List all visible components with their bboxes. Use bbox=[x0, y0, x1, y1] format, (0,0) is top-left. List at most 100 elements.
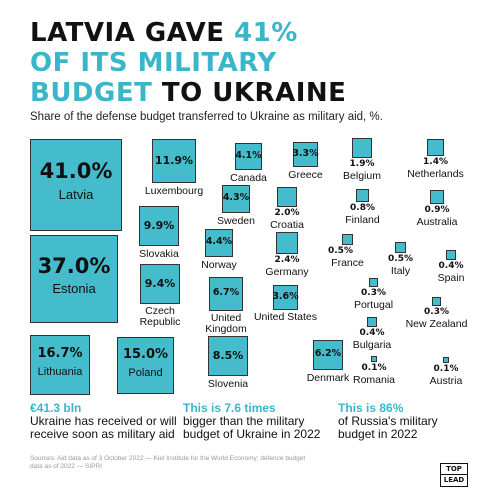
square-latvia bbox=[30, 139, 122, 231]
country-label-germany: Germany bbox=[265, 266, 309, 278]
country-label-romania: Romania bbox=[352, 374, 396, 386]
logo-line-2: LEAD bbox=[441, 474, 467, 485]
country-label-new-zealand: New Zealand bbox=[405, 318, 468, 330]
fact-total-aid-text: Ukraine has received or will receive soo… bbox=[30, 414, 177, 441]
country-label-slovakia: Slovakia bbox=[139, 248, 179, 260]
value-label-slovakia: 9.9% bbox=[143, 218, 175, 232]
square-slovenia bbox=[208, 336, 248, 376]
value-label-belgium: 1.9% bbox=[349, 159, 375, 169]
value-label-czech-republic: 9.4% bbox=[144, 276, 176, 290]
square-france bbox=[342, 234, 353, 245]
fact-russia-budget-highlight: This is 86% bbox=[338, 401, 404, 415]
value-label-australia: 0.9% bbox=[424, 205, 450, 215]
title-line-1: LATVIA GAVE 41% bbox=[30, 18, 346, 48]
country-label-portugal: Portugal bbox=[353, 299, 394, 311]
value-label-spain: 0.4% bbox=[438, 261, 464, 271]
value-label-latvia: 41.0% bbox=[39, 159, 113, 184]
logo-line-1: TOP bbox=[446, 465, 462, 473]
country-label-slovenia: Slovenia bbox=[207, 378, 249, 390]
value-label-austria: 0.1% bbox=[433, 364, 459, 374]
country-label-australia: Australia bbox=[416, 216, 458, 228]
value-label-denmark: 6.2% bbox=[314, 348, 342, 360]
square-poland bbox=[117, 337, 174, 394]
title-accent-budget: BUDGET bbox=[30, 78, 153, 108]
value-label-poland: 15.0% bbox=[122, 347, 169, 363]
value-label-bulgaria: 0.4% bbox=[359, 328, 385, 338]
value-label-united-kingdom: 6.7% bbox=[212, 287, 240, 299]
fact-total-aid-highlight: €41.3 bln bbox=[30, 401, 82, 415]
square-czech-republic bbox=[140, 264, 180, 304]
value-label-greece: 3.3% bbox=[292, 147, 319, 159]
square-italy bbox=[395, 242, 406, 253]
fact-russia-budget-text: of Russia's military budget in 2022 bbox=[338, 414, 438, 441]
square-belgium bbox=[352, 138, 372, 158]
country-label-canada: Canada bbox=[230, 172, 267, 184]
square-united-kingdom bbox=[209, 277, 243, 311]
country-label-czech-republic: Czech Republic bbox=[139, 305, 181, 328]
country-label-norway: Norway bbox=[201, 259, 237, 271]
square-sweden bbox=[222, 185, 250, 213]
square-luxembourg bbox=[152, 139, 196, 183]
fact-total-aid: €41.3 bln Ukraine has received or will r… bbox=[30, 402, 180, 441]
square-denmark bbox=[313, 340, 343, 370]
value-label-canada: 4.1% bbox=[235, 149, 262, 161]
value-label-romania: 0.1% bbox=[361, 363, 387, 373]
country-label-denmark: Denmark bbox=[306, 372, 350, 384]
fact-ukraine-budget-highlight: This is 7.6 times bbox=[183, 401, 276, 415]
fact-ukraine-budget: This is 7.6 times bigger than the milita… bbox=[183, 402, 328, 441]
country-label-luxembourg: Luxembourg bbox=[144, 185, 204, 197]
country-label-united-states: United States bbox=[253, 311, 318, 323]
value-label-slovenia: 8.5% bbox=[212, 348, 244, 362]
fact-ukraine-budget-text: bigger than the military budget of Ukrai… bbox=[183, 414, 321, 441]
value-label-sweden: 4.3% bbox=[222, 192, 250, 204]
title-line-3-text: TO UKRAINE bbox=[152, 78, 347, 108]
square-bulgaria bbox=[367, 317, 377, 327]
country-label-italy: Italy bbox=[390, 265, 411, 277]
country-label-austria: Austria bbox=[429, 375, 463, 387]
square-australia bbox=[430, 190, 444, 204]
square-lithuania bbox=[30, 335, 90, 395]
value-label-portugal: 0.3% bbox=[361, 288, 386, 298]
square-greece bbox=[293, 142, 318, 167]
title-line-2: OF ITS MILITARY bbox=[30, 48, 277, 78]
title-line-1-text: LATVIA GAVE bbox=[30, 18, 235, 48]
value-label-france: 0.5% bbox=[328, 246, 353, 256]
value-label-estonia: 37.0% bbox=[37, 254, 111, 279]
value-label-croatia: 2.0% bbox=[274, 208, 300, 218]
country-label-united-kingdom: United Kingdom bbox=[205, 312, 247, 335]
country-label-estonia: Estonia bbox=[52, 280, 96, 296]
square-norway bbox=[205, 229, 233, 257]
country-label-belgium: Belgium bbox=[343, 170, 381, 182]
subtitle: Share of the defense budget transferred … bbox=[30, 111, 383, 123]
square-netherlands bbox=[427, 139, 444, 156]
square-portugal bbox=[369, 278, 378, 287]
infographic-title: LATVIA GAVE 41% OF ITS MILITARY BUDGET T… bbox=[30, 18, 346, 108]
square-slovakia bbox=[139, 206, 179, 246]
country-label-poland: Poland bbox=[128, 366, 163, 379]
title-line-3: BUDGET TO UKRAINE bbox=[30, 78, 346, 108]
square-finland bbox=[356, 189, 369, 202]
country-label-spain: Spain bbox=[437, 272, 465, 284]
value-label-luxembourg: 11.9% bbox=[154, 153, 194, 167]
value-label-new-zealand: 0.3% bbox=[424, 307, 449, 317]
country-label-sweden: Sweden bbox=[217, 215, 255, 227]
value-label-lithuania: 16.7% bbox=[37, 345, 83, 361]
square-united-states bbox=[273, 285, 298, 310]
value-label-norway: 4.4% bbox=[205, 236, 233, 248]
square-croatia bbox=[277, 187, 297, 207]
country-label-croatia: Croatia bbox=[270, 219, 304, 231]
country-label-france: France bbox=[331, 257, 364, 269]
square-spain bbox=[446, 250, 456, 260]
title-accent-percent: 41% bbox=[234, 18, 298, 48]
square-austria bbox=[443, 357, 449, 363]
fact-russia-budget: This is 86% of Russia's military budget … bbox=[338, 402, 473, 441]
country-label-netherlands: Netherlands bbox=[407, 168, 464, 180]
square-germany bbox=[276, 232, 298, 254]
source-note: Sources: Aid data as of 3 October 2022 —… bbox=[30, 455, 306, 470]
square-canada bbox=[235, 143, 262, 170]
value-label-netherlands: 1.4% bbox=[423, 157, 448, 167]
value-label-italy: 0.5% bbox=[388, 254, 413, 264]
value-label-united-states: 3.6% bbox=[272, 290, 299, 302]
country-label-finland: Finland bbox=[345, 214, 380, 226]
